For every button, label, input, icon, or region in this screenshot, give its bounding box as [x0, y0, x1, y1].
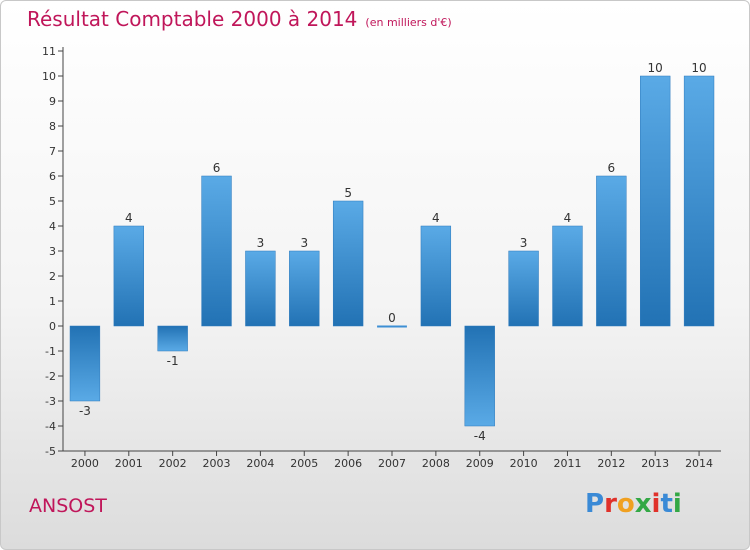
bar	[289, 250, 320, 327]
data-label: 3	[257, 236, 265, 250]
x-tick-label: 2005	[290, 457, 318, 470]
logo-letter: i	[672, 489, 682, 519]
bar	[508, 250, 539, 327]
x-tick-label: 2009	[466, 457, 494, 470]
y-tick-label: 0	[49, 320, 56, 333]
data-label: 4	[432, 211, 440, 225]
y-tick-label: 8	[49, 120, 56, 133]
x-tick-label: 2013	[641, 457, 669, 470]
x-tick-label: 2004	[246, 457, 274, 470]
data-label: 6	[608, 161, 616, 175]
y-tick-label: 7	[49, 145, 56, 158]
y-tick-label: -5	[45, 445, 56, 458]
bar	[69, 325, 101, 402]
data-label: 3	[520, 236, 528, 250]
y-tick-label: -2	[45, 370, 56, 383]
bar	[464, 325, 495, 427]
x-tick-label: 2008	[422, 457, 450, 470]
logo-letter: P	[585, 489, 605, 519]
x-tick-label: 2003	[203, 457, 231, 470]
bar	[683, 75, 715, 327]
logo-letter: t	[660, 489, 673, 519]
data-label: 3	[300, 236, 308, 250]
x-tick-label: 2001	[115, 457, 143, 470]
x-tick-label: 2012	[597, 457, 625, 470]
data-label: 4	[125, 211, 133, 225]
y-tick-label: -3	[45, 395, 56, 408]
data-label: 0	[388, 311, 396, 325]
x-tick-label: 2002	[159, 457, 187, 470]
bar	[332, 200, 364, 327]
y-tick-label: 9	[49, 95, 56, 108]
x-tick-label: 2014	[685, 457, 713, 470]
bar	[596, 175, 627, 327]
bar	[420, 225, 452, 327]
y-tick-label: 11	[42, 45, 56, 58]
x-tick-label: 2010	[510, 457, 538, 470]
proxiti-logo: Proxiti	[585, 489, 682, 519]
bar	[552, 225, 583, 327]
bars	[69, 75, 715, 427]
bar	[377, 325, 407, 328]
bar	[157, 325, 188, 352]
bar	[201, 175, 232, 327]
x-tick-label: 2007	[378, 457, 406, 470]
chart-title: Résultat Comptable 2000 à 2014 (en millie…	[27, 7, 452, 31]
bar	[245, 250, 276, 327]
data-label: 10	[648, 61, 663, 75]
y-tick-label: 6	[49, 170, 56, 183]
data-labels: -3 4 -1 6 3 3 5 0 4 -4 3 4 6 10 10	[79, 61, 707, 443]
x-tick-label: 2000	[71, 457, 99, 470]
logo-letter: i	[651, 489, 661, 519]
y-tick-label: -1	[45, 345, 56, 358]
y-tick-label: 4	[49, 220, 56, 233]
axes: -5 -4 -3 -2 -1 0 1 2 3 4 5 6 7 8 9 10 11 2000 2001 2002 2003…	[42, 45, 721, 470]
logo-letter: x	[634, 489, 652, 519]
data-label: -3	[79, 404, 91, 418]
data-label: 5	[344, 186, 352, 200]
logo-letter: o	[616, 489, 635, 519]
y-tick-label: 1	[49, 295, 56, 308]
place-name: ANSOST	[29, 495, 107, 517]
data-label: 4	[564, 211, 572, 225]
y-tick-label: 3	[49, 245, 56, 258]
data-label: 6	[213, 161, 221, 175]
y-tick-label: 10	[42, 70, 56, 83]
logo-letter: r	[604, 489, 617, 519]
chart-title-text: Résultat Comptable 2000 à 2014	[27, 7, 358, 31]
bar	[113, 225, 144, 327]
y-tick-label: -4	[45, 420, 56, 433]
chart-subtitle: (en milliers d'€)	[365, 16, 452, 29]
x-tick-label: 2006	[334, 457, 362, 470]
y-tick-label: 2	[49, 270, 56, 283]
data-label: 10	[691, 61, 706, 75]
x-tick-label: 2011	[553, 457, 581, 470]
bar	[640, 75, 671, 327]
data-label: -4	[474, 429, 486, 443]
data-label: -1	[167, 354, 179, 368]
y-tick-label: 5	[49, 195, 56, 208]
